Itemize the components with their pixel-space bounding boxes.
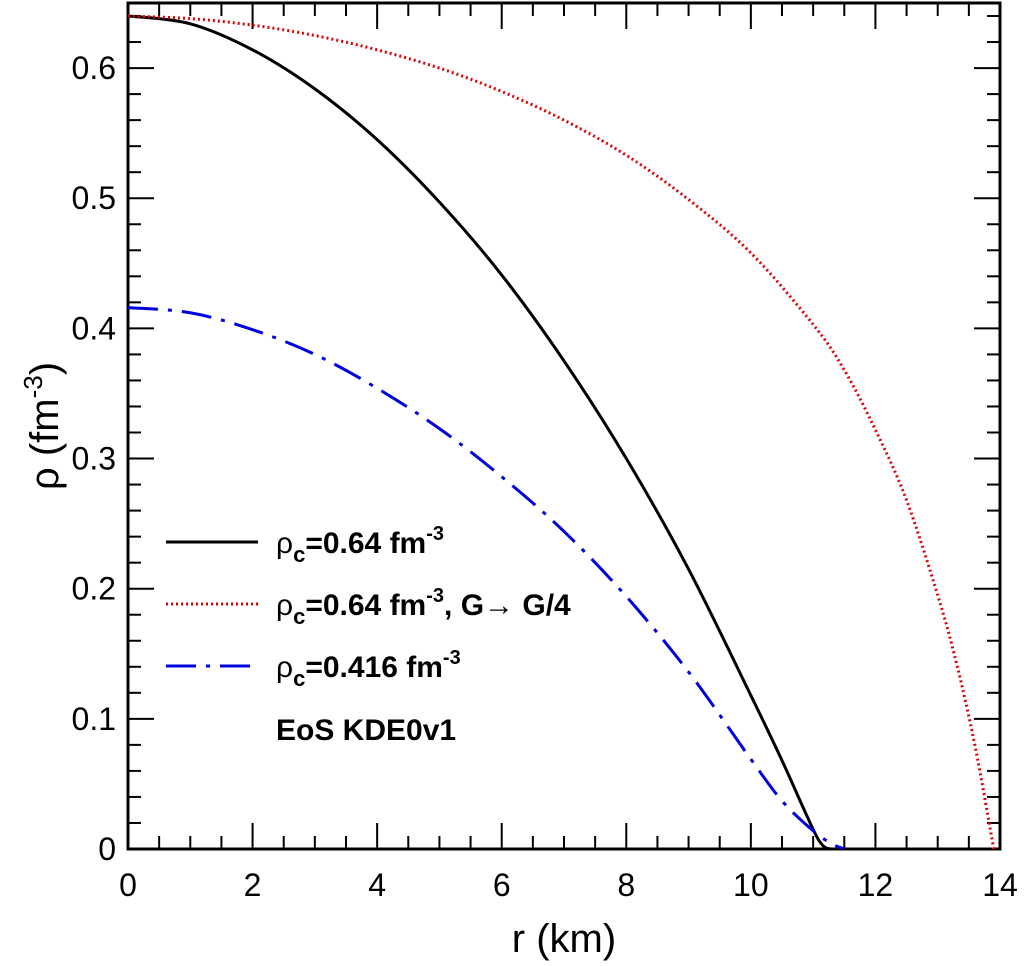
legend-entry-1-prefix: ρ bbox=[276, 589, 293, 622]
series-line-solid bbox=[128, 14, 833, 849]
legend-entry-0: ρc=0.64 fm-3 bbox=[276, 523, 444, 567]
x-tick-label: 12 bbox=[858, 867, 894, 903]
legend-entry-1-sub: c bbox=[293, 604, 305, 629]
x-tick-label: 0 bbox=[119, 867, 137, 903]
plot-frame bbox=[126, 1, 1002, 851]
legend-entry-1-main: =0.64 fm bbox=[305, 589, 426, 622]
eos-annotation: EoS KDE0v1 bbox=[276, 714, 456, 747]
data-curves bbox=[128, 14, 996, 849]
legend-entry-0-sub: c bbox=[293, 542, 305, 567]
legend-entry-1-tail: , G→ G/4 bbox=[444, 589, 571, 622]
y-axis-title: ρ (fm-3) bbox=[18, 362, 67, 490]
axis-ticks bbox=[127, 3, 1001, 850]
legend-entry-2-main: =0.416 fm bbox=[305, 651, 443, 684]
legend-entry-1-sup: -3 bbox=[426, 585, 444, 607]
x-tick-label: 10 bbox=[733, 867, 769, 903]
y-tick-label: 0.2 bbox=[72, 571, 116, 607]
x-tick-label: 14 bbox=[982, 867, 1018, 903]
y-tick-label: 0.3 bbox=[72, 441, 116, 477]
legend: ρc=0.64 fm-3 ρc=0.64 fm-3, G→ G/4 ρc=0.4… bbox=[166, 523, 571, 747]
y-axis-title-main: ρ (fm bbox=[23, 398, 67, 490]
legend-entry-2-sub: c bbox=[293, 666, 305, 691]
y-tick-label: 0.6 bbox=[72, 50, 116, 86]
legend-entry-2-sup: -3 bbox=[443, 647, 461, 669]
series-line-dotted bbox=[128, 14, 996, 849]
legend-entry-2: ρc=0.416 fm-3 bbox=[276, 647, 461, 691]
legend-entry-0-prefix: ρ bbox=[276, 527, 293, 560]
y-axis-title-sup: -3 bbox=[18, 375, 48, 398]
x-tick-label: 2 bbox=[244, 867, 262, 903]
x-tick-label: 6 bbox=[493, 867, 511, 903]
x-axis-title: r (km) bbox=[512, 917, 616, 961]
x-tick-label: 4 bbox=[368, 867, 386, 903]
x-tick-label: 8 bbox=[617, 867, 635, 903]
y-tick-label: 0 bbox=[98, 831, 116, 867]
y-tick-label: 0.1 bbox=[72, 701, 116, 737]
legend-entry-0-sup: -3 bbox=[426, 523, 444, 545]
legend-entry-2-prefix: ρ bbox=[276, 651, 293, 684]
y-axis-title-close: ) bbox=[23, 362, 67, 375]
y-tick-label: 0.5 bbox=[72, 180, 116, 216]
y-tick-label: 0.4 bbox=[72, 310, 116, 346]
series-line-dashdot bbox=[128, 306, 845, 849]
legend-entry-1: ρc=0.64 fm-3, G→ G/4 bbox=[276, 585, 571, 629]
axis-tick-labels: 0 2 4 6 8 10 12 14 0 0.1 0.2 0.3 0.4 0.5 0.6 bbox=[72, 50, 1018, 903]
legend-entry-0-main: =0.64 fm bbox=[305, 527, 426, 560]
